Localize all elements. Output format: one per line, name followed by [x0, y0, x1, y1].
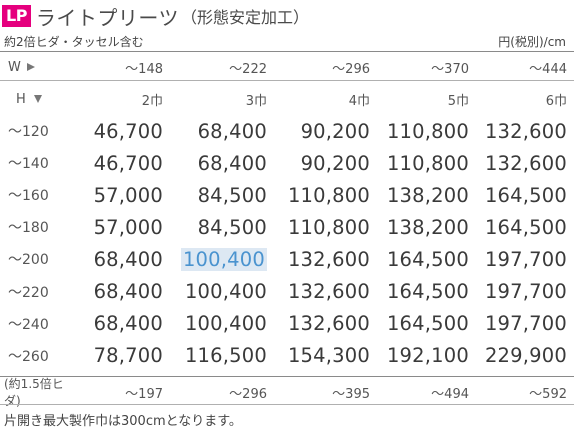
divider-bottom — [0, 404, 574, 405]
max-width-note: 片開き最大製作巾は300cmとなります。 — [4, 414, 242, 429]
price-cell: 164,500 — [386, 247, 469, 271]
price-cell: 68,400 — [93, 247, 163, 271]
footer-row: (約1.5倍ヒダ) ～197 ～296 ～395 ～494 ～592 — [0, 377, 574, 408]
divider-header — [0, 80, 574, 81]
product-title: ライトプリーツ — [35, 5, 180, 30]
arrow-right-icon — [26, 63, 35, 71]
price-cell: 132,600 — [484, 119, 567, 143]
price-cell: 132,600 — [484, 151, 567, 175]
highlighted-price: 100,400 — [180, 247, 267, 271]
height-label: ～260 — [8, 348, 49, 365]
panel-count-cell: 2巾 — [141, 93, 163, 109]
fold-note: 約2倍ヒダ・タッセル含む — [4, 35, 144, 49]
price-cell: 68,400 — [197, 119, 267, 143]
price-cell: 100,400 — [184, 280, 267, 303]
price-cell: 132,600 — [287, 247, 370, 271]
price-row: ～140 46,700 68,400 90,200 110,800 132,600 — [0, 148, 574, 178]
width-label-text: W — [8, 59, 21, 75]
price-cell: 110,800 — [287, 183, 370, 207]
price-cell: 197,700 — [484, 312, 567, 336]
price-cell: 197,700 — [484, 280, 567, 303]
price-cell: 68,400 — [93, 312, 163, 336]
height-label: ～180 — [8, 220, 49, 237]
width-header-label: W — [0, 60, 66, 75]
height-label: ～240 — [8, 316, 49, 333]
footer-cell: ～395 — [332, 386, 370, 402]
width-header-cell: ～148 — [125, 61, 163, 77]
price-cell: 164,500 — [484, 183, 567, 207]
width-header-row: W ～148 ～222 ～296 ～370 ～444 — [0, 56, 574, 78]
divider-top — [0, 51, 574, 52]
price-cell: 229,900 — [484, 344, 567, 368]
width-header-cell: ～370 — [431, 61, 469, 77]
price-cell: 110,800 — [386, 151, 469, 175]
panel-count-cell: 6巾 — [545, 93, 567, 109]
price-cell: 57,000 — [93, 183, 163, 207]
height-label: ～200 — [8, 252, 49, 269]
height-label-text: H — [16, 91, 26, 107]
footer-cell: ～296 — [229, 386, 267, 402]
price-cell: 192,100 — [386, 344, 469, 368]
price-cell: 68,400 — [93, 280, 163, 303]
width-header-cell: ～222 — [229, 61, 267, 77]
price-row: ～160 57,000 84,500 110,800 138,200 164,500 — [0, 180, 574, 210]
price-cell: 164,500 — [484, 215, 567, 239]
height-header-label: H — [0, 92, 66, 107]
divider-footer — [0, 376, 574, 377]
height-label: ～140 — [8, 156, 49, 173]
price-cell: 84,500 — [197, 215, 267, 239]
arrow-down-icon — [33, 95, 42, 103]
price-cell: 100,400 — [163, 247, 267, 271]
footer-cell: ～494 — [431, 386, 469, 402]
price-cell: 84,500 — [197, 183, 267, 207]
panel-count-cell: 4巾 — [348, 93, 370, 109]
height-header-row: H 2巾 3巾 4巾 5巾 6巾 — [0, 88, 574, 110]
price-cell: 78,700 — [93, 344, 163, 368]
price-row: ～200 68,400 100,400 132,600 164,500 197,700 — [0, 244, 574, 274]
panel-count-cell: 5巾 — [447, 93, 469, 109]
width-header-cell: ～444 — [529, 61, 567, 77]
price-cell: 68,400 — [197, 151, 267, 175]
price-cell: 90,200 — [300, 151, 370, 175]
price-cell: 46,700 — [93, 151, 163, 175]
price-cell: 100,400 — [184, 312, 267, 336]
price-cell: 164,500 — [386, 312, 469, 336]
unit-note: 円(税別)/cm — [498, 35, 566, 49]
price-cell: 154,300 — [287, 344, 370, 368]
product-subtitle: （形態安定加工） — [181, 8, 310, 27]
height-label: ～120 — [8, 124, 49, 140]
price-cell: 116,500 — [184, 344, 267, 368]
price-row: ～120 46,700 68,400 90,200 110,800 132,600 — [0, 116, 574, 146]
price-cell: 57,000 — [93, 215, 163, 239]
price-cell: 110,800 — [287, 215, 370, 239]
height-label: ～160 — [8, 188, 49, 205]
price-cell: 138,200 — [386, 183, 469, 207]
width-header-cell: ～296 — [332, 61, 370, 77]
price-cell: 110,800 — [386, 119, 469, 143]
price-cell: 132,600 — [287, 280, 370, 303]
title-row: LP ライトプリーツ （形態安定加工） — [2, 3, 310, 30]
price-row: ～260 78,700 116,500 154,300 192,100 229,900 — [0, 341, 574, 371]
price-row: ～240 68,400 100,400 132,600 164,500 197,700 — [0, 309, 574, 339]
price-row: ～220 68,400 100,400 132,600 164,500 197,700 — [0, 277, 574, 307]
footer-cell: ～197 — [125, 386, 163, 402]
panel-count-cell: 3巾 — [245, 93, 267, 109]
price-cell: 138,200 — [386, 215, 469, 239]
footer-cell: ～592 — [529, 386, 567, 402]
height-label: ～220 — [8, 284, 49, 301]
price-cell: 197,700 — [484, 247, 567, 271]
price-cell: 132,600 — [287, 312, 370, 336]
price-cell: 90,200 — [300, 119, 370, 143]
product-badge: LP — [2, 5, 31, 27]
price-cell: 46,700 — [93, 119, 163, 143]
price-cell: 164,500 — [386, 280, 469, 303]
price-row: ～180 57,000 84,500 110,800 138,200 164,500 — [0, 212, 574, 242]
